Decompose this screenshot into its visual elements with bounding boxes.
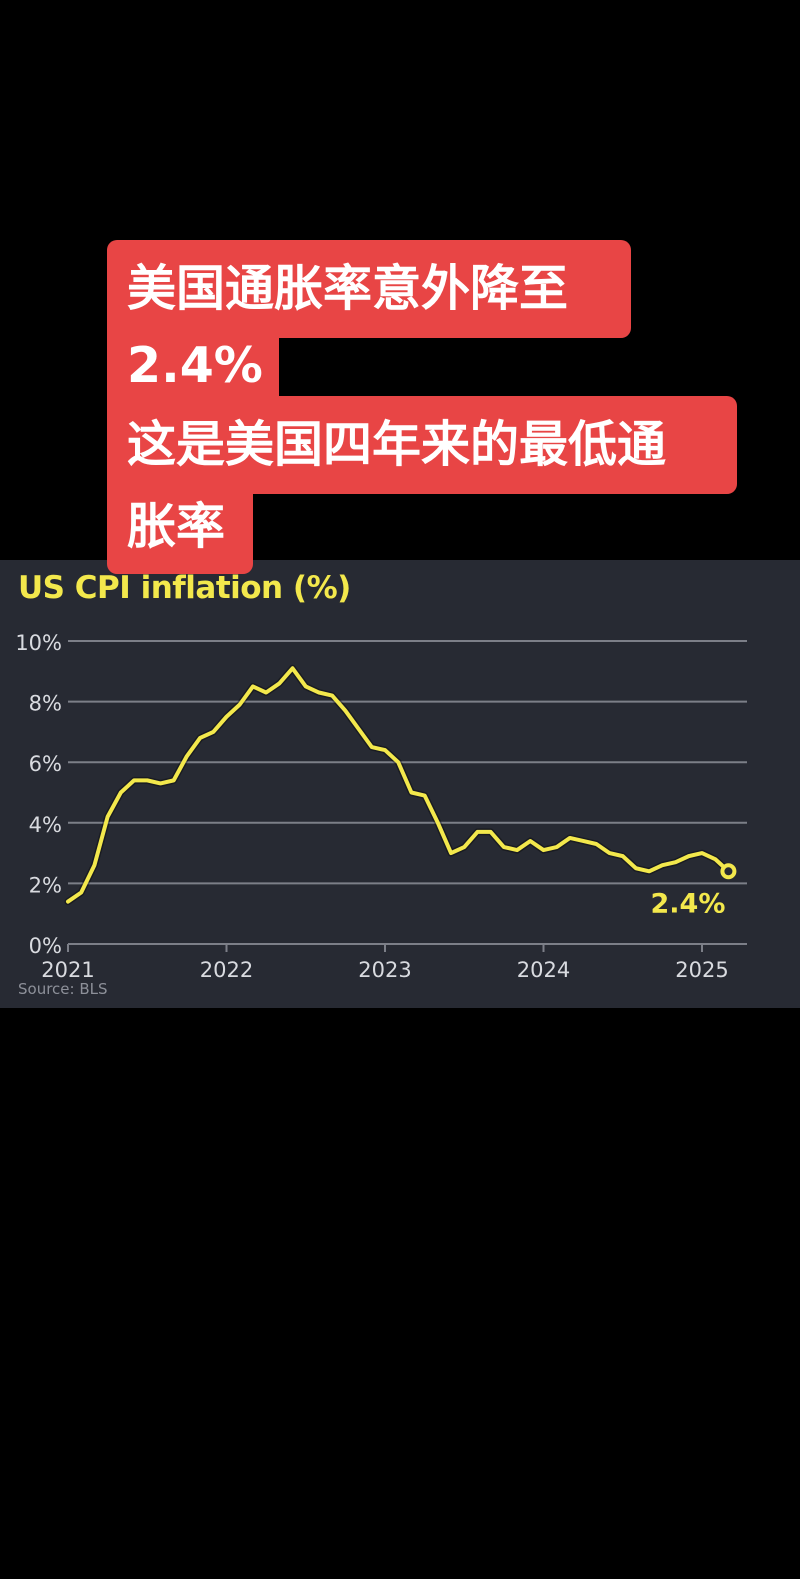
chart-panel: US CPI inflation (%) 0% 2% 4% 6% 8% 10% 2021 2… [0, 560, 800, 1008]
x-tick-label: 2021 [41, 958, 94, 982]
end-value-label: 2.4% [651, 888, 726, 919]
y-tick-label: 0% [29, 934, 62, 958]
end-point-marker [720, 863, 737, 880]
x-tick-label: 2024 [517, 958, 570, 982]
caption-line-4: 胀率 [107, 492, 253, 574]
y-tick-label: 2% [29, 873, 62, 897]
caption-line-1: 美国通胀率意外降至 [107, 240, 631, 338]
y-tick-label: 6% [29, 752, 62, 776]
x-tick-label: 2025 [675, 958, 728, 982]
source-note: Source: BLS [18, 980, 108, 998]
x-tick-label: 2023 [358, 958, 411, 982]
y-tick-label: 4% [29, 813, 62, 837]
y-tick-label: 8% [29, 692, 62, 716]
gridlines [68, 640, 747, 885]
y-axis-ticks: 0% 2% 4% 6% 8% 10% [15, 631, 62, 958]
caption-line-3: 这是美国四年来的最低通 [107, 396, 737, 494]
x-axis: 2021 2022 2023 2024 2025 [41, 943, 747, 982]
line-chart: 0% 2% 4% 6% 8% 10% 2021 2022 2023 2024 2025 2.4% [15, 631, 747, 982]
y-tick-label: 10% [15, 631, 62, 655]
caption-line-2: 2.4% [107, 336, 279, 396]
x-tick-label: 2022 [200, 958, 253, 982]
chart-title: US CPI inflation (%) [18, 570, 351, 606]
series-line [64, 664, 732, 906]
